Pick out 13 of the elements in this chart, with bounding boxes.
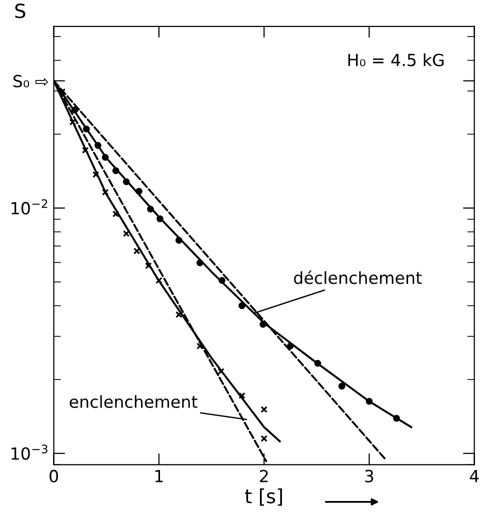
x-tick-label: 4 [470, 470, 479, 482]
x-tick-label: 3 [365, 470, 374, 482]
annotation: H₀ = 4.5 kG [348, 53, 444, 66]
x-axis-title: t [s] [245, 488, 282, 506]
x-tick-label: 1 [155, 470, 163, 482]
annotation: enclenchement [70, 395, 198, 408]
y-axis-title: S [15, 4, 26, 18]
annotation: déclenchement [294, 270, 422, 284]
x-tick-label: 0 [50, 470, 58, 482]
y-tick-label: S₀ ⇨ [14, 74, 48, 88]
y-tick-label: 10$^{−3}$ [12, 444, 48, 460]
y-tick-label: 10$^{−2}$ [12, 199, 48, 214]
x-tick-label: 2 [260, 470, 268, 482]
